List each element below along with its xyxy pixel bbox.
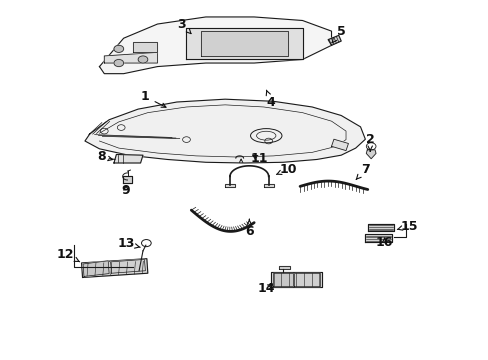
Text: 1: 1	[141, 90, 165, 107]
Polygon shape	[365, 234, 391, 242]
Polygon shape	[83, 261, 109, 276]
Circle shape	[114, 45, 123, 53]
Text: 6: 6	[244, 219, 253, 238]
Polygon shape	[201, 31, 287, 56]
Circle shape	[138, 56, 147, 63]
Text: 15: 15	[396, 220, 417, 233]
Polygon shape	[272, 273, 292, 286]
Polygon shape	[294, 273, 320, 286]
Polygon shape	[99, 17, 331, 74]
Text: 14: 14	[257, 282, 274, 294]
Polygon shape	[264, 184, 273, 187]
Text: 7: 7	[355, 163, 369, 179]
Text: 11: 11	[250, 152, 267, 165]
Text: 9: 9	[122, 184, 130, 197]
Polygon shape	[366, 150, 375, 159]
Polygon shape	[133, 42, 157, 53]
Polygon shape	[114, 154, 142, 163]
Circle shape	[114, 59, 123, 67]
Text: 12: 12	[57, 248, 80, 262]
Text: 13: 13	[117, 237, 140, 250]
Text: 4: 4	[265, 90, 275, 108]
Polygon shape	[104, 53, 157, 63]
Text: 3: 3	[177, 18, 191, 34]
Text: 2: 2	[365, 133, 374, 151]
Polygon shape	[367, 224, 393, 231]
Polygon shape	[110, 260, 145, 273]
Text: 10: 10	[276, 163, 296, 176]
Polygon shape	[270, 272, 321, 287]
Polygon shape	[122, 176, 132, 183]
Text: 8: 8	[98, 150, 112, 163]
Polygon shape	[85, 99, 365, 163]
Text: 5: 5	[331, 24, 345, 43]
Polygon shape	[279, 266, 290, 269]
Text: 16: 16	[375, 235, 392, 248]
Polygon shape	[186, 28, 302, 59]
Polygon shape	[81, 259, 147, 278]
Polygon shape	[331, 139, 348, 150]
Polygon shape	[327, 35, 341, 45]
Polygon shape	[224, 184, 234, 187]
